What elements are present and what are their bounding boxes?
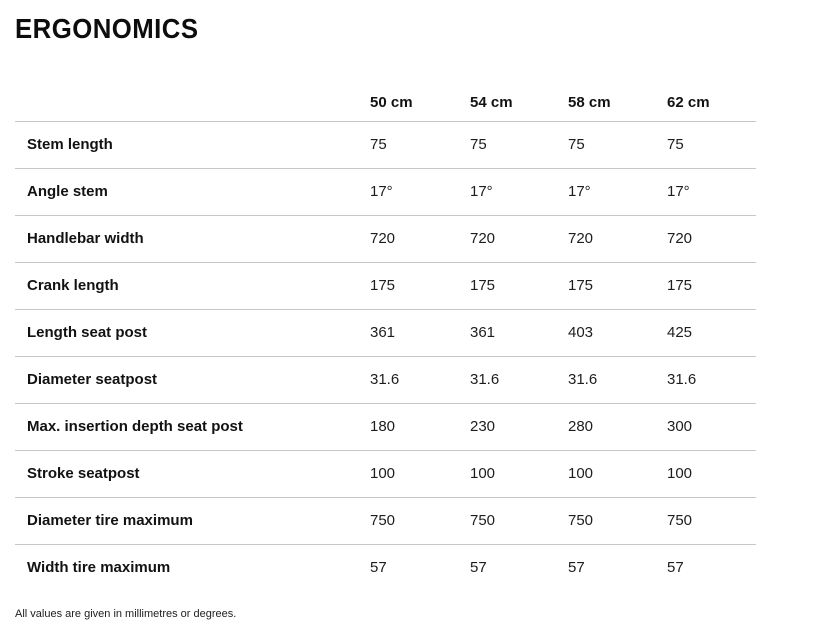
cell-value: 100	[568, 450, 667, 498]
column-header-size: 50 cm	[370, 84, 470, 122]
row-label: Handlebar width	[15, 215, 370, 263]
row-label: Angle stem	[15, 168, 370, 216]
cell-value: 57	[568, 559, 585, 577]
cell-value: 720	[470, 215, 568, 263]
column-header-size: 62 cm	[667, 84, 756, 122]
table-row: Stroke seatpost 100 100 100 100	[15, 450, 756, 498]
cell-value: 175	[370, 262, 470, 310]
row-label: Stem length	[15, 121, 370, 169]
table-row: Diameter seatpost 31.6 31.6 31.6 31.6	[15, 356, 756, 404]
cell-value: 57	[667, 559, 684, 577]
table-row: Length seat post 361 361 403 425	[15, 309, 756, 357]
cell-value: 280	[568, 403, 667, 451]
cell-value: 17°	[568, 168, 667, 216]
table-row: Stem length 75 75 75 75	[15, 121, 756, 169]
cell-value: 230	[470, 403, 568, 451]
cell-value: 175	[568, 262, 667, 310]
header-spacer	[15, 84, 370, 122]
cell-value: 720	[370, 215, 470, 263]
column-header-size: 58 cm	[568, 84, 667, 122]
column-header-size: 54 cm	[470, 84, 568, 122]
row-label: Stroke seatpost	[15, 450, 370, 498]
cell-value: 75	[667, 121, 756, 169]
cell-value: 75	[568, 121, 667, 169]
cell-value: 17°	[470, 168, 568, 216]
cell-value: 100	[370, 450, 470, 498]
ergonomics-spec-table: 50 cm 54 cm 58 cm 62 cm Stem length 75 75 75 75…	[15, 84, 756, 591]
cell-value: 17°	[667, 168, 756, 216]
cell-value: 17°	[370, 168, 470, 216]
cell-value: 175	[667, 262, 756, 310]
cell-value: 31.6	[568, 356, 667, 404]
cell-value: 31.6	[470, 356, 568, 404]
table-row: Width tire maximum 57 57 57 57	[15, 544, 756, 591]
footnote: All values are given in millimetres or d…	[15, 608, 237, 620]
table-header-row: 50 cm 54 cm 58 cm 62 cm	[15, 84, 756, 122]
cell-value: 75	[370, 121, 470, 169]
cell-value: 750	[370, 497, 470, 545]
cell-value: 750	[667, 497, 756, 545]
cell-value: 300	[667, 403, 756, 451]
row-label: Diameter seatpost	[15, 356, 370, 404]
cell-value: 57	[470, 559, 487, 577]
cell-value: 403	[568, 309, 667, 357]
cell-value: 31.6	[667, 356, 756, 404]
cell-value: 361	[370, 309, 470, 357]
cell-value: 31.6	[370, 356, 470, 404]
cell-value: 175	[470, 262, 568, 310]
cell-value: 57	[370, 559, 387, 577]
cell-value: 361	[470, 309, 568, 357]
table-row: Angle stem 17° 17° 17° 17°	[15, 168, 756, 216]
cell-value: 720	[667, 215, 756, 263]
cell-value: 750	[470, 497, 568, 545]
row-label: Max. insertion depth seat post	[15, 403, 370, 451]
cell-value: 100	[470, 450, 568, 498]
row-label: Length seat post	[15, 309, 370, 357]
cell-value: 425	[667, 309, 756, 357]
cell-value: 100	[667, 450, 756, 498]
table-row: Crank length 175 175 175 175	[15, 262, 756, 310]
cell-value: 75	[470, 121, 568, 169]
row-label: Width tire maximum	[27, 559, 171, 577]
table-row: Diameter tire maximum 750 750 750 750	[15, 497, 756, 545]
table-row: Handlebar width 720 720 720 720	[15, 215, 756, 263]
row-label: Diameter tire maximum	[15, 497, 370, 545]
page-title: ERGONOMICS	[15, 13, 199, 44]
cell-value: 750	[568, 497, 667, 545]
table-row: Max. insertion depth seat post 180 230 280 3…	[15, 403, 756, 451]
cell-value: 180	[370, 403, 470, 451]
cell-value: 720	[568, 215, 667, 263]
row-label: Crank length	[15, 262, 370, 310]
